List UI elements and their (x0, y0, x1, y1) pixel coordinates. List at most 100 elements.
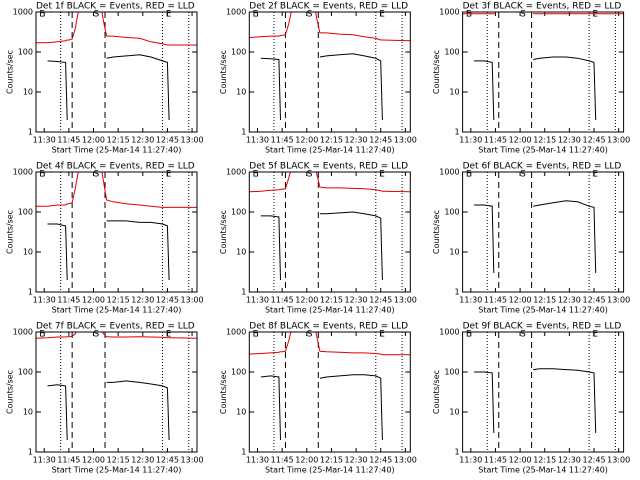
annotation: E (379, 10, 385, 20)
panel: Det 5f BLACK = Events, RED = LLD Start Ti… (219, 162, 417, 315)
x-tick-label: 11:45 (271, 456, 294, 465)
series-group (474, 200, 597, 273)
y-tick-label: 1 (455, 288, 460, 297)
y-tick-label: 1 (241, 288, 246, 297)
x-tick-label: 12:45 (582, 136, 605, 145)
x-axis-label: Start Time (25-Mar-14 11:27:40) (52, 146, 182, 155)
x-tick-label: 11:45 (57, 456, 80, 465)
series-group (249, 172, 411, 281)
x-tick-label: 11:30 (33, 136, 56, 145)
annotation: E (466, 330, 472, 340)
x-tick-label: 12:00 (82, 456, 105, 465)
x-tick-label: 11:30 (246, 456, 269, 465)
series-line (474, 368, 597, 433)
y-axis-label: Counts/sec (219, 210, 228, 254)
y-tick-label: 1 (241, 448, 246, 457)
chart-title: Det 5f BLACK = Events, RED = LLD (249, 162, 408, 172)
y-tick-label: 10 (236, 408, 246, 417)
x-tick-label: 11:45 (57, 296, 80, 305)
x-tick-label: 12:30 (558, 456, 581, 465)
y-tick-label: 1 (455, 448, 460, 457)
y-tick-label: 10 (449, 88, 459, 97)
series-line (36, 12, 197, 46)
x-tick-label: 12:30 (131, 296, 154, 305)
y-tick-label: 100 (444, 368, 459, 377)
x-axis-label: Start Time (25-Mar-14 11:27:40) (478, 466, 608, 475)
series-group (462, 13, 624, 121)
x-tick-label: 12:00 (295, 456, 318, 465)
y-tick-label: 100 (231, 368, 246, 377)
annotation: S (307, 10, 313, 20)
x-tick-label: 13:00 (607, 456, 630, 465)
x-tick-label: 13:00 (394, 296, 417, 305)
panel: Det 2f BLACK = Events, RED = LLD Start Ti… (219, 2, 417, 155)
x-tick-label: 11:45 (271, 136, 294, 145)
panel: Det 8f BLACK = Events, RED = LLD Start Ti… (219, 322, 417, 475)
x-tick-label: 12:15 (533, 456, 556, 465)
plot-frame (35, 11, 198, 133)
y-tick-label: 1 (28, 288, 33, 297)
x-axis-label: Start Time (25-Mar-14 11:27:40) (265, 146, 395, 155)
series-group (36, 172, 197, 281)
x-axis-label: Start Time (25-Mar-14 11:27:40) (52, 306, 182, 315)
annotation: S (520, 170, 526, 180)
x-tick-label: 12:30 (345, 296, 368, 305)
annotation: E (253, 170, 259, 180)
y-tick-label: 1000 (226, 8, 246, 17)
annotation: E (39, 330, 45, 340)
x-tick-label: 12:00 (509, 296, 532, 305)
annotation: S (307, 170, 313, 180)
x-tick-label: 12:30 (131, 456, 154, 465)
chart-title: Det 2f BLACK = Events, RED = LLD (249, 2, 408, 12)
series-group (474, 368, 597, 433)
plot-frame (462, 171, 625, 293)
x-tick-label: 13:00 (181, 136, 204, 145)
x-tick-label: 12:15 (320, 456, 343, 465)
x-tick-label: 12:00 (509, 456, 532, 465)
panel: Det 9f BLACK = Events, RED = LLD Start Ti… (432, 322, 630, 475)
plot-frame (248, 11, 411, 133)
annotation: S (94, 330, 100, 340)
y-axis-label: Counts/sec (219, 50, 228, 94)
x-tick-label: 12:30 (345, 456, 368, 465)
series-group (36, 332, 197, 441)
y-tick-label: 1000 (13, 8, 33, 17)
series-line (249, 172, 411, 193)
y-axis-label: Counts/sec (6, 50, 15, 94)
annotation: S (94, 10, 100, 20)
y-tick-label: 1 (28, 128, 33, 137)
x-axis-label: Start Time (25-Mar-14 11:27:40) (265, 306, 395, 315)
x-axis-label: Start Time (25-Mar-14 11:27:40) (478, 146, 608, 155)
y-tick-label: 100 (231, 208, 246, 217)
x-tick-label: 12:00 (82, 136, 105, 145)
x-tick-label: 12:15 (107, 456, 130, 465)
x-tick-label: 12:30 (131, 136, 154, 145)
y-tick-label: 1000 (13, 328, 33, 337)
x-tick-label: 11:30 (459, 296, 482, 305)
chart-title: Det 7f BLACK = Events, RED = LLD (36, 322, 195, 332)
x-tick-label: 13:00 (394, 136, 417, 145)
x-tick-label: 12:45 (156, 136, 179, 145)
x-tick-label: 12:15 (107, 296, 130, 305)
plot-frame (462, 331, 625, 453)
plot-frame (248, 331, 411, 453)
panel: Det 1f BLACK = Events, RED = LLD Start Ti… (6, 2, 204, 155)
annotation: E (253, 330, 259, 340)
annotation: S (307, 330, 313, 340)
chart-title: Det 6f BLACK = Events, RED = LLD (463, 162, 622, 172)
plot-frame (462, 11, 625, 133)
plot-frame (35, 331, 198, 453)
y-tick-label: 10 (23, 408, 33, 417)
y-tick-label: 10 (23, 88, 33, 97)
y-axis-label: Counts/sec (432, 50, 441, 94)
x-axis-label: Start Time (25-Mar-14 11:27:40) (265, 466, 395, 475)
annotation: E (39, 170, 45, 180)
y-tick-label: 1000 (439, 168, 459, 177)
y-tick-label: 100 (444, 48, 459, 57)
annotation: E (253, 10, 259, 20)
x-tick-label: 11:30 (246, 136, 269, 145)
y-tick-label: 1 (28, 448, 33, 457)
plot-frame (35, 171, 198, 293)
y-tick-label: 10 (236, 248, 246, 257)
